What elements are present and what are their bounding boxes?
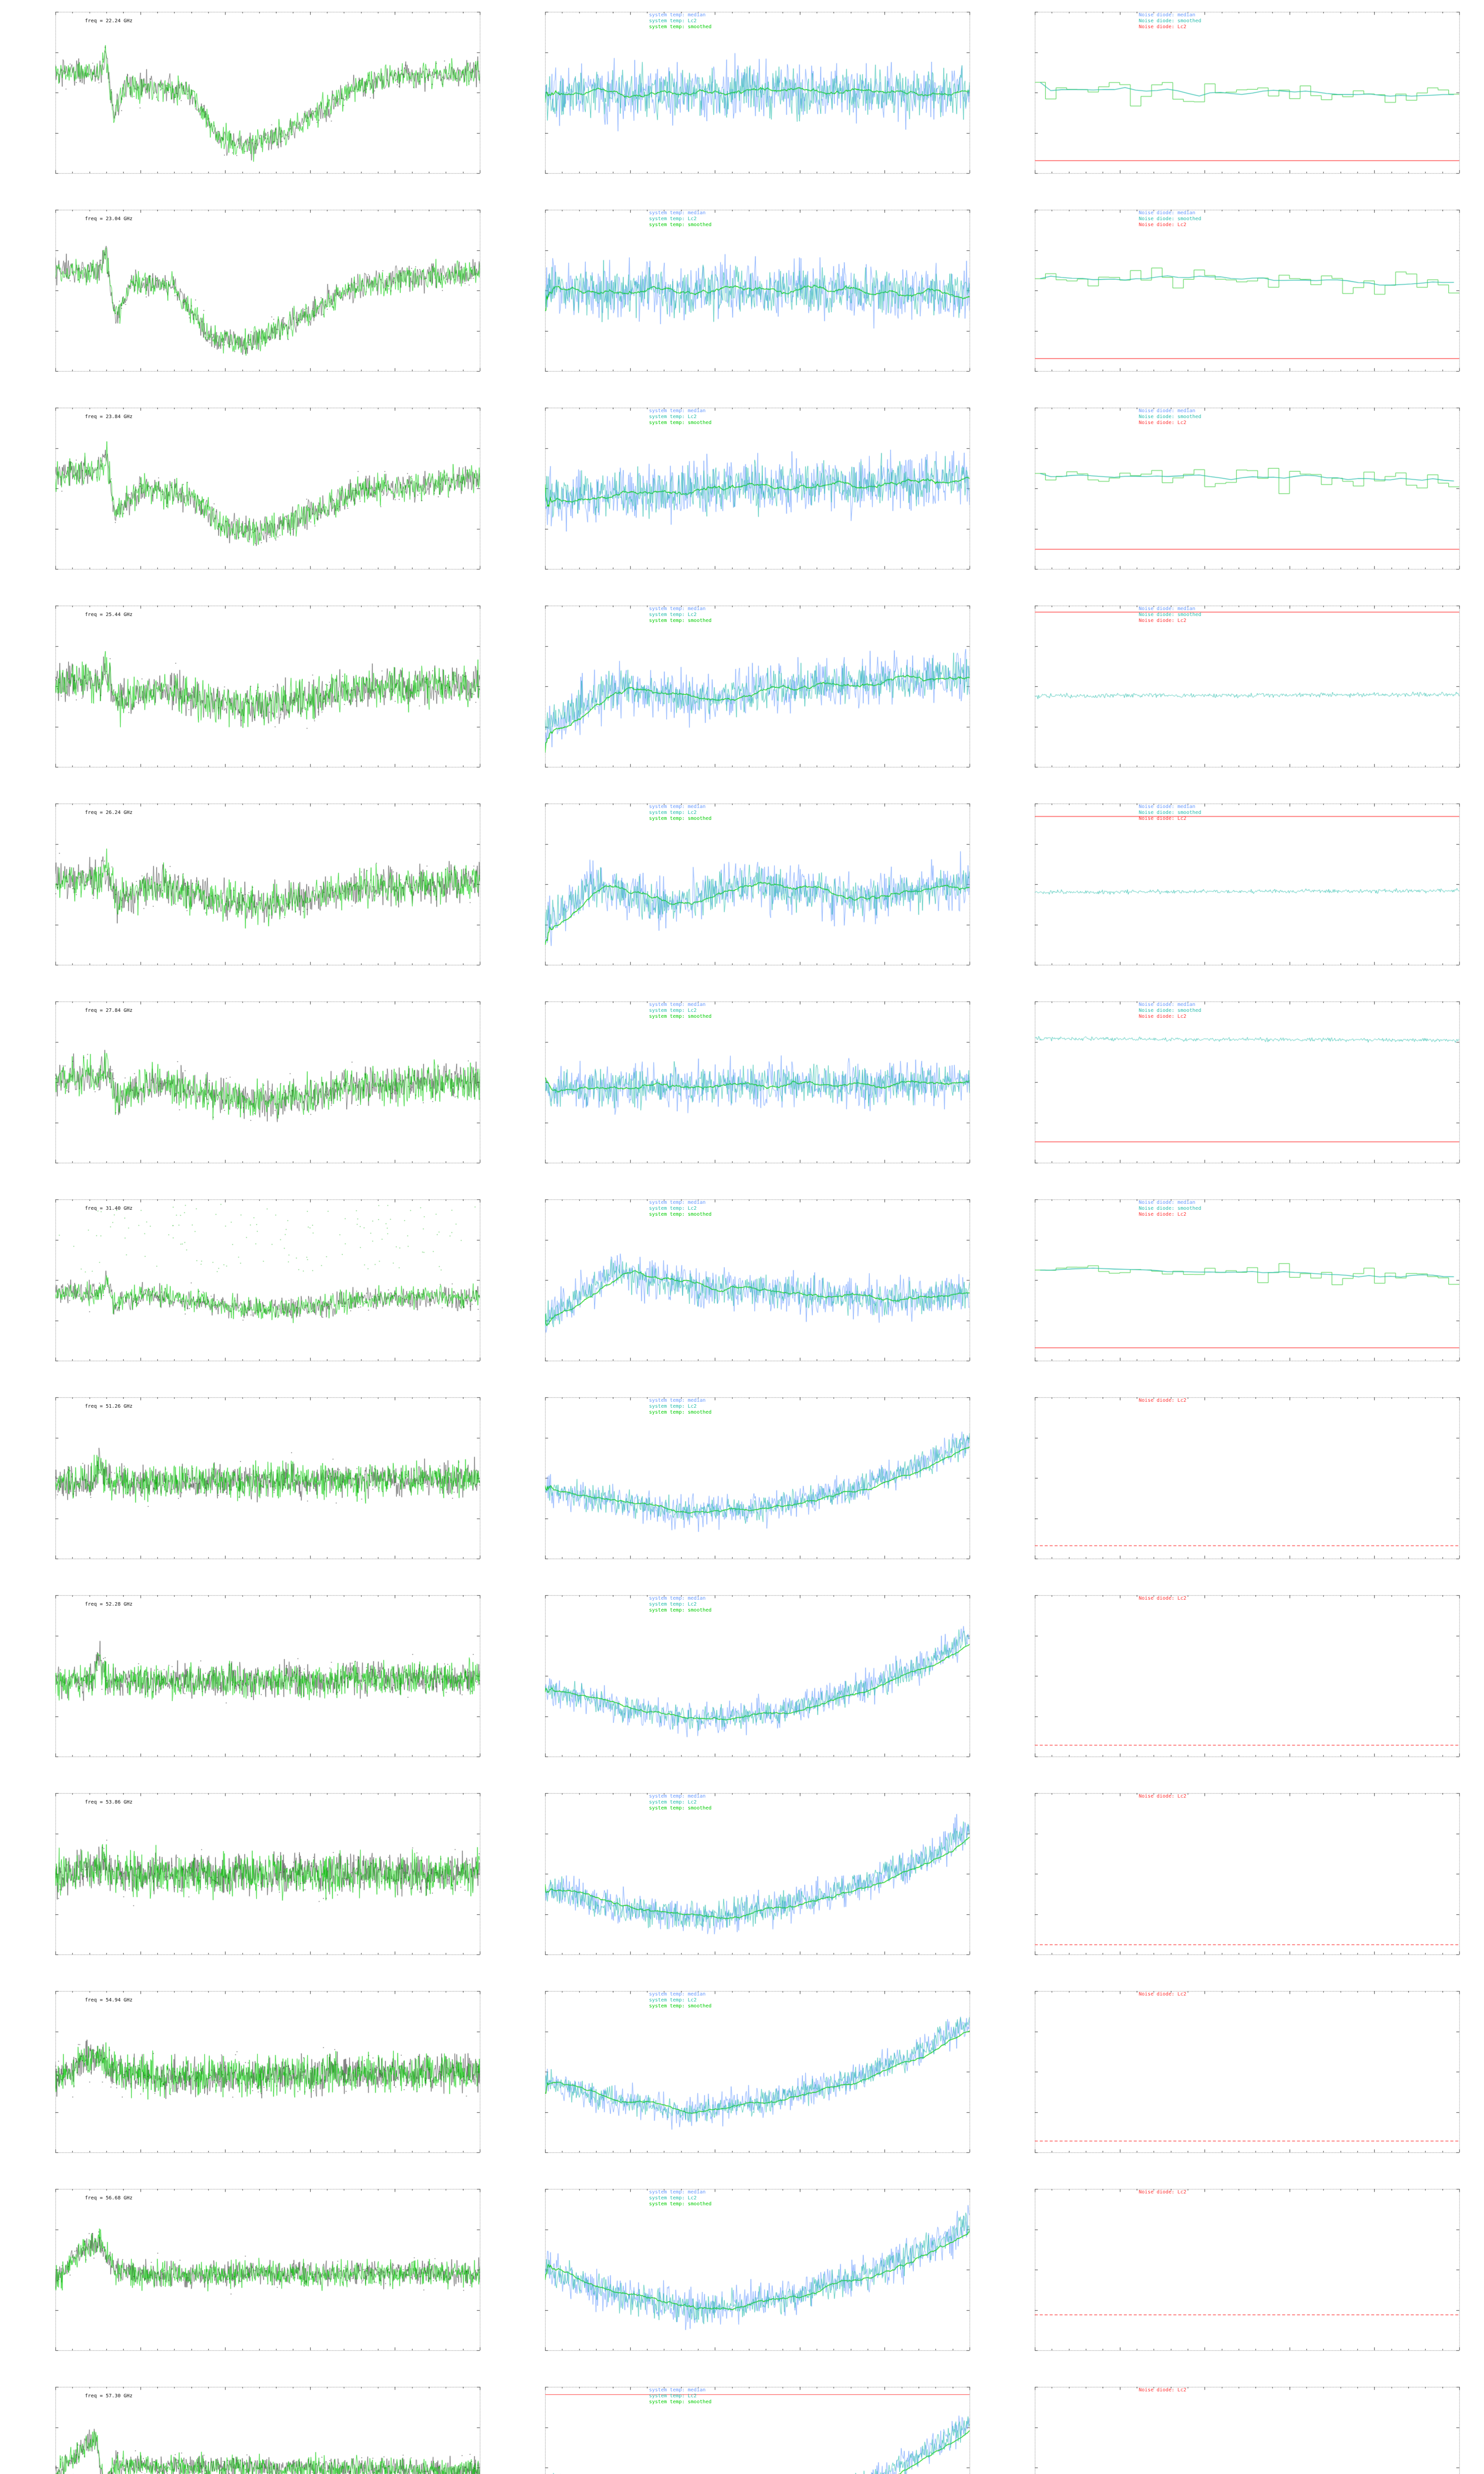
plot-row: freq = 25.44 GHz system temp: median syst…	[0, 594, 1484, 792]
noise-diode-panel: Noise diode: median Noise diode: smoothed…	[999, 599, 1464, 787]
system-temp-plot-canvas	[510, 1390, 974, 1578]
plot-row: freq = 52.28 GHz system temp: median syst…	[0, 1583, 1484, 1781]
system-temp-plot-canvas	[510, 203, 974, 391]
signal-panel: freq = 22.24 GHz	[20, 5, 485, 193]
noise-diode-panel: Noise diode: Lc2	[999, 1588, 1464, 1776]
plot-row: freq = 26.24 GHz system temp: median syst…	[0, 792, 1484, 990]
noise-diode-plot-canvas	[999, 797, 1464, 985]
noise-diode-plot-canvas	[999, 2182, 1464, 2370]
signal-panel: freq = 23.04 GHz	[20, 203, 485, 391]
noise-diode-plot-canvas	[999, 599, 1464, 787]
system-temp-panel: system temp: median system temp: Lc2 syste…	[510, 5, 974, 193]
system-temp-panel: system temp: median system temp: Lc2 syste…	[510, 2182, 974, 2370]
plot-row: freq = 23.04 GHz system temp: median syst…	[0, 198, 1484, 396]
noise-diode-panel: Noise diode: median Noise diode: smoothed…	[999, 1192, 1464, 1380]
noise-diode-panel: Noise diode: median Noise diode: smoothed…	[999, 797, 1464, 985]
system-temp-plot-canvas	[510, 1192, 974, 1380]
system-temp-panel: system temp: median system temp: Lc2 syste…	[510, 995, 974, 1183]
signal-panel: freq = 54.94 GHz	[20, 1984, 485, 2172]
plot-row: freq = 31.40 GHz system temp: median syst…	[0, 1188, 1484, 1385]
noise-diode-plot-canvas	[999, 1588, 1464, 1776]
system-temp-panel: system temp: median system temp: Lc2 syste…	[510, 1588, 974, 1776]
signal-plot-canvas	[20, 401, 485, 589]
signal-panel: freq = 51.26 GHz	[20, 1390, 485, 1578]
signal-panel: freq = 26.24 GHz	[20, 797, 485, 985]
plot-row: freq = 22.24 GHz system temp: median syst…	[0, 0, 1484, 198]
noise-diode-plot-canvas	[999, 995, 1464, 1183]
noise-diode-panel: Noise diode: median Noise diode: smoothed…	[999, 5, 1464, 193]
system-temp-panel: system temp: median system temp: Lc2 syste…	[510, 2380, 974, 2474]
plot-row: freq = 23.84 GHz system temp: median syst…	[0, 396, 1484, 594]
signal-plot-canvas	[20, 1192, 485, 1380]
noise-diode-plot-canvas	[999, 401, 1464, 589]
signal-plot-canvas	[20, 2182, 485, 2370]
signal-plot-canvas	[20, 1390, 485, 1578]
noise-diode-panel: Noise diode: Lc2	[999, 1786, 1464, 1974]
signal-plot-canvas	[20, 5, 485, 193]
plot-row: freq = 54.94 GHz system temp: median syst…	[0, 1979, 1484, 2177]
system-temp-panel: system temp: median system temp: Lc2 syste…	[510, 1786, 974, 1974]
signal-plot-canvas	[20, 797, 485, 985]
plot-row: freq = 56.68 GHz system temp: median syst…	[0, 2177, 1484, 2375]
signal-panel: freq = 23.84 GHz	[20, 401, 485, 589]
noise-diode-panel: Noise diode: Lc2	[999, 2182, 1464, 2370]
noise-diode-plot-canvas	[999, 1786, 1464, 1974]
noise-diode-plot-canvas	[999, 5, 1464, 193]
noise-diode-plot-canvas	[999, 203, 1464, 391]
system-temp-plot-canvas	[510, 401, 974, 589]
system-temp-plot-canvas	[510, 1786, 974, 1974]
signal-plot-canvas	[20, 203, 485, 391]
system-temp-panel: system temp: median system temp: Lc2 syste…	[510, 203, 974, 391]
signal-plot-canvas	[20, 1588, 485, 1776]
system-temp-panel: system temp: median system temp: Lc2 syste…	[510, 797, 974, 985]
system-temp-plot-canvas	[510, 599, 974, 787]
noise-diode-panel: Noise diode: median Noise diode: smoothed…	[999, 401, 1464, 589]
noise-diode-plot-canvas	[999, 1390, 1464, 1578]
signal-plot-canvas	[20, 1984, 485, 2172]
plot-row: freq = 53.86 GHz system temp: median syst…	[0, 1781, 1484, 1979]
noise-diode-panel: Noise diode: median Noise diode: smoothed…	[999, 995, 1464, 1183]
system-temp-panel: system temp: median system temp: Lc2 syste…	[510, 1984, 974, 2172]
signal-plot-canvas	[20, 995, 485, 1183]
noise-diode-plot-canvas	[999, 1984, 1464, 2172]
signal-panel: freq = 25.44 GHz	[20, 599, 485, 787]
signal-plot-canvas	[20, 1786, 485, 1974]
system-temp-plot-canvas	[510, 1588, 974, 1776]
system-temp-plot-canvas	[510, 1984, 974, 2172]
plot-row: freq = 27.84 GHz system temp: median syst…	[0, 990, 1484, 1188]
signal-panel: freq = 53.86 GHz	[20, 1786, 485, 1974]
signal-plot-canvas	[20, 599, 485, 787]
system-temp-plot-canvas	[510, 2380, 974, 2474]
signal-plot-canvas	[20, 2380, 485, 2474]
noise-diode-plot-canvas	[999, 2380, 1464, 2474]
plot-row: freq = 51.26 GHz system temp: median syst…	[0, 1385, 1484, 1583]
plot-row: freq = 57.30 GHz system temp: median syst…	[0, 2375, 1484, 2474]
signal-panel: freq = 52.28 GHz	[20, 1588, 485, 1776]
system-temp-plot-canvas	[510, 5, 974, 193]
signal-panel: freq = 57.30 GHz	[20, 2380, 485, 2474]
system-temp-plot-canvas	[510, 995, 974, 1183]
system-temp-plot-canvas	[510, 797, 974, 985]
system-temp-panel: system temp: median system temp: Lc2 syste…	[510, 599, 974, 787]
signal-panel: freq = 31.40 GHz	[20, 1192, 485, 1380]
signal-panel: freq = 27.84 GHz	[20, 995, 485, 1183]
system-temp-panel: system temp: median system temp: Lc2 syste…	[510, 1390, 974, 1578]
system-temp-plot-canvas	[510, 2182, 974, 2370]
signal-panel: freq = 56.68 GHz	[20, 2182, 485, 2370]
noise-diode-panel: Noise diode: Lc2	[999, 1984, 1464, 2172]
noise-diode-plot-canvas	[999, 1192, 1464, 1380]
system-temp-panel: system temp: median system temp: Lc2 syste…	[510, 401, 974, 589]
system-temp-panel: system temp: median system temp: Lc2 syste…	[510, 1192, 974, 1380]
noise-diode-panel: Noise diode: Lc2	[999, 2380, 1464, 2474]
noise-diode-panel: Noise diode: median Noise diode: smoothed…	[999, 203, 1464, 391]
noise-diode-panel: Noise diode: Lc2	[999, 1390, 1464, 1578]
